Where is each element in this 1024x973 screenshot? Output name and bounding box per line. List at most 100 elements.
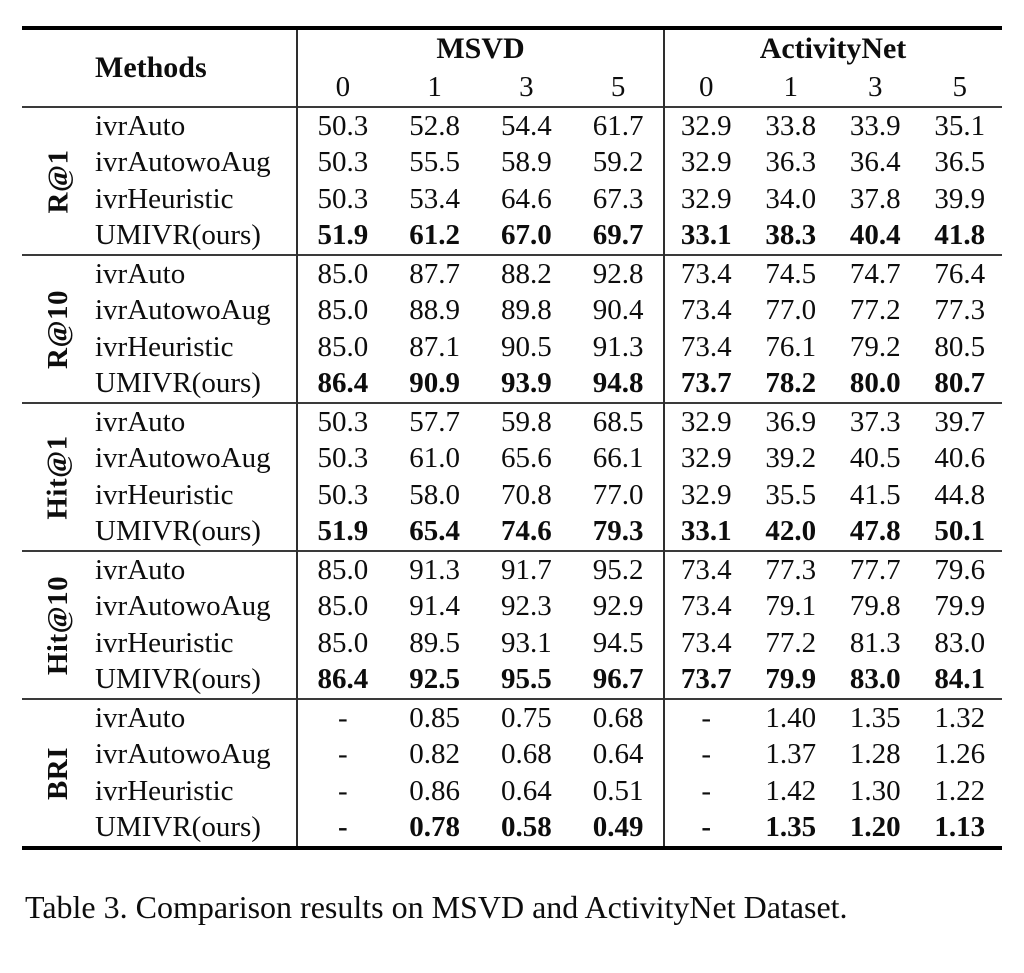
value-cell: 34.0	[765, 182, 817, 215]
value-cell: 0.58	[501, 811, 552, 844]
value-cell: -	[338, 811, 348, 844]
vertical-rule-datasets	[663, 30, 665, 846]
value-cell: 42.0	[765, 515, 817, 548]
value-cell: 1.26	[934, 738, 986, 771]
dataset-header-activitynet: ActivityNet	[759, 32, 907, 65]
value-cell: 1.37	[765, 738, 817, 771]
table-row: ivrHeuristic 85.0 89.5 93.1 94.5 73.4 77.2 81.3…	[95, 625, 1002, 662]
value-cell: -	[701, 811, 712, 844]
value-cell: 88.2	[501, 257, 552, 290]
metric-cell: Hit@1	[22, 404, 95, 550]
method-name: ivrAuto	[95, 405, 186, 438]
value-cell: 83.0	[934, 626, 986, 659]
value-cell: 93.9	[501, 367, 552, 400]
value-cell: 44.8	[934, 478, 986, 511]
value-cell: 41.8	[934, 219, 986, 252]
value-cell: 0.75	[501, 701, 552, 734]
value-cell: 96.7	[592, 663, 644, 696]
value-cell: 33.1	[680, 515, 732, 548]
subcol-act-1: 1	[783, 70, 799, 103]
value-cell: 80.5	[934, 330, 986, 363]
value-cell: 79.1	[765, 590, 817, 623]
value-cell: 95.2	[592, 553, 644, 586]
metric-block: BRI ivrAuto -0.85 0.75 0.68-1.40 1.35 1.32 ivrA…	[22, 698, 1002, 846]
value-cell: 74.5	[765, 257, 817, 290]
method-name: ivrHeuristic	[95, 478, 234, 511]
value-cell: 36.4	[849, 146, 901, 179]
value-cell: 0.68	[592, 701, 644, 734]
value-cell: 50.3	[317, 109, 369, 142]
value-cell: 61.0	[409, 442, 460, 475]
value-cell: 0.51	[592, 774, 644, 807]
table-row: ivrAuto - 0.85 0.75 0.68 - 1.40 1.35 1.32	[95, 700, 1002, 737]
method-name: ivrAutowoAug	[95, 442, 271, 475]
subcol-act-5: 5	[952, 70, 968, 103]
value-cell: 0.68	[501, 738, 552, 771]
metric-label: Hit@10	[42, 575, 74, 675]
value-cell: 51.9	[317, 515, 369, 548]
methods-header: Methods	[95, 51, 207, 84]
value-cell: 47.8	[849, 515, 901, 548]
value-cell: 73.4	[680, 257, 732, 290]
value-cell: 35.1	[934, 109, 986, 142]
method-name: ivrHeuristic	[95, 774, 234, 807]
value-cell: 73.4	[680, 626, 732, 659]
value-cell: 36.9	[765, 405, 817, 438]
value-cell: 68.5	[592, 405, 644, 438]
value-cell: 73.4	[680, 330, 732, 363]
value-cell: 85.0	[317, 553, 369, 586]
value-cell: 64.6	[501, 182, 552, 215]
value-cell: 1.20	[849, 811, 901, 844]
table-row: ivrAutowoAug 85.0 91.4 92.3 92.9 73.4 79.1 79.8…	[95, 589, 1002, 626]
value-cell: -	[701, 738, 712, 771]
table-row: ivrAutowoAug - 0.82 0.68 0.64 - 1.37 1.28 1.26	[95, 737, 1002, 774]
vertical-rule-methods	[296, 30, 298, 846]
value-cell: 86.4	[317, 367, 369, 400]
value-cell: 86.4	[317, 663, 369, 696]
value-cell: 32.9	[680, 109, 732, 142]
metric-rows: ivrAuto 85.0 87.7 88.2 92.8 73.4 74.5 74.7 76.4 i…	[95, 256, 1002, 402]
value-cell: 85.0	[317, 257, 369, 290]
value-cell: 52.8	[409, 109, 460, 142]
value-cell: 57.7	[409, 405, 460, 438]
value-cell: 90.9	[409, 367, 460, 400]
value-cell: -	[701, 774, 712, 807]
value-cell: -	[338, 774, 348, 807]
value-cell: 50.1	[934, 515, 986, 548]
metric-label: Hit@1	[42, 434, 74, 520]
value-cell: 67.3	[592, 182, 644, 215]
table-row: UMIVR(ours) 86.4 92.5 95.5 96.7 73.7 79.9 83.0 8…	[95, 662, 1002, 699]
value-cell: 84.1	[934, 663, 986, 696]
value-cell: 59.2	[592, 146, 644, 179]
value-cell: 87.7	[409, 257, 460, 290]
table-row: UMIVR(ours) 51.9 65.4 74.6 79.3 33.1 42.0 47.8 5…	[95, 514, 1002, 551]
value-cell: 73.7	[680, 367, 732, 400]
value-cell: 77.3	[765, 553, 817, 586]
value-cell: 90.5	[501, 330, 552, 363]
metric-label: BRI	[41, 746, 74, 800]
value-cell: 50.3	[317, 146, 369, 179]
subcol-act-0: 0	[699, 70, 714, 103]
value-cell: 1.13	[934, 811, 986, 844]
value-cell: 74.7	[849, 257, 901, 290]
value-cell: 79.2	[849, 330, 901, 363]
value-cell: 55.5	[409, 146, 460, 179]
value-cell: 87.1	[409, 330, 460, 363]
metric-rows: ivrAuto -0.85 0.75 0.68-1.40 1.35 1.32 ivrAuto…	[95, 700, 1002, 846]
table-row: ivrHeuristic 50.3 58.0 70.8 77.0 32.9 35.5 41.5…	[95, 477, 1002, 514]
value-cell: 76.4	[934, 257, 986, 290]
value-cell: 79.3	[592, 515, 644, 548]
value-cell: 0.49	[592, 811, 644, 844]
value-cell: 78.2	[765, 367, 817, 400]
value-cell: 85.0	[317, 590, 369, 623]
value-cell: 67.0	[501, 219, 552, 252]
value-cell: 1.32	[934, 701, 986, 734]
value-cell: 32.9	[680, 478, 732, 511]
value-cell: 58.9	[501, 146, 552, 179]
value-cell: 79.9	[765, 663, 817, 696]
metric-block: R@10 ivrAuto 85.0 87.7 88.2 92.8 73.4 74.5 74.7 7…	[22, 254, 1002, 402]
value-cell: 77.2	[765, 626, 817, 659]
metric-cell: BRI	[22, 700, 95, 846]
value-cell: 89.5	[409, 626, 460, 659]
value-cell: 33.8	[765, 109, 817, 142]
